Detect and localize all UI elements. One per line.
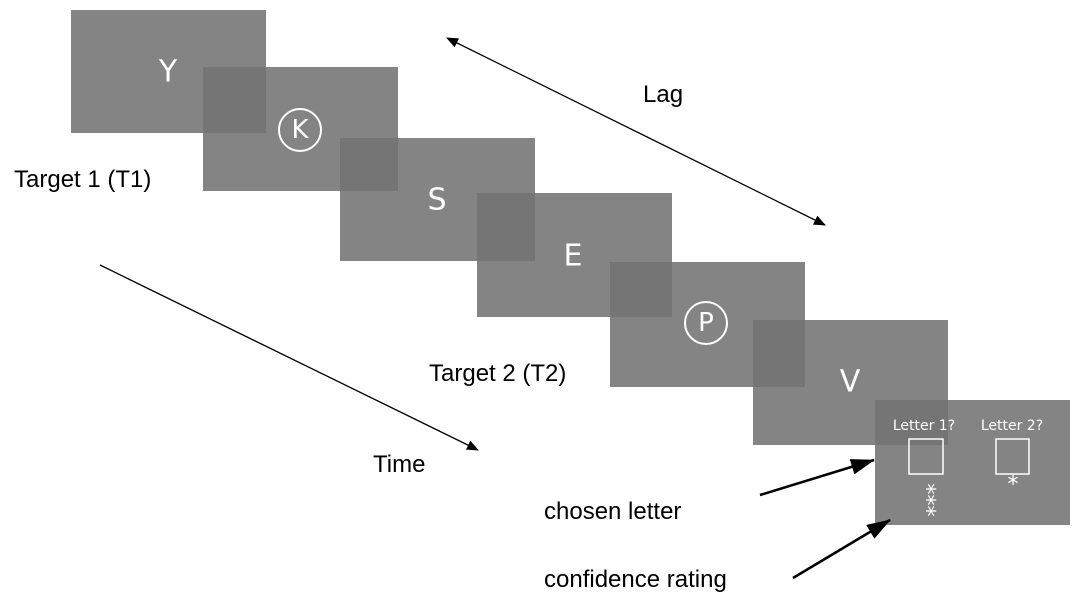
- label: confidence rating: [544, 566, 727, 593]
- rating: ***: [914, 484, 939, 517]
- prompt: Letter 1?: [893, 418, 955, 434]
- letter: V: [840, 365, 861, 400]
- letter: E: [564, 239, 583, 274]
- answer-box: [995, 438, 1030, 475]
- response-frame: [875, 400, 1070, 525]
- time-arrow: [99, 264, 479, 451]
- letter: P: [698, 308, 714, 338]
- label: Lag: [643, 81, 683, 108]
- prompt: Letter 2?: [981, 418, 1043, 434]
- lag-arrow: [446, 37, 826, 226]
- label: Time: [373, 451, 425, 478]
- pointer-arrow: [792, 518, 891, 580]
- target-circle: [684, 301, 728, 345]
- rating: *: [1008, 473, 1019, 498]
- letter: Y: [158, 55, 178, 90]
- target-circle: [278, 108, 322, 152]
- pointer-arrow: [759, 458, 875, 497]
- label: Target 1 (T1): [14, 166, 151, 193]
- answer-box: [908, 438, 944, 475]
- letter: S: [427, 183, 446, 218]
- label: chosen letter: [544, 498, 681, 525]
- label: Target 2 (T2): [429, 360, 566, 387]
- letter: K: [291, 115, 309, 145]
